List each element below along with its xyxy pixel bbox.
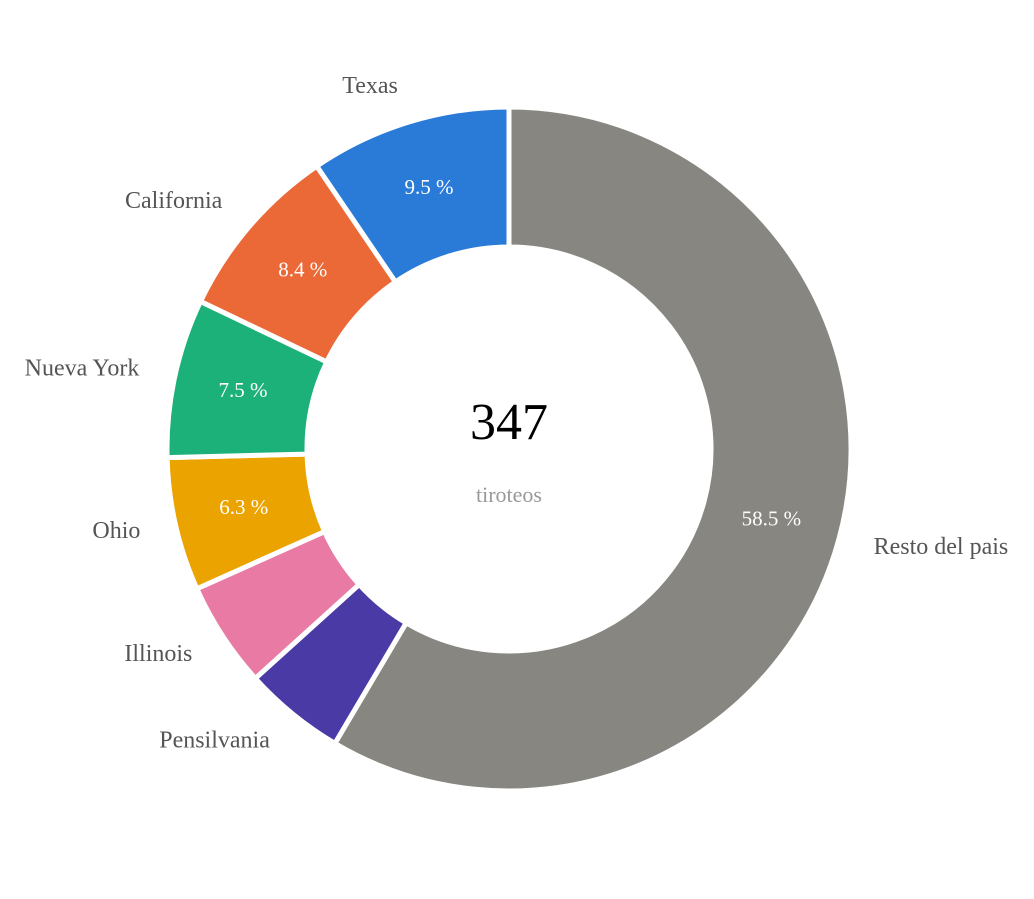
category-label: Ohio xyxy=(92,518,140,544)
value-label: 8.4 % xyxy=(278,258,327,282)
donut-slice xyxy=(331,104,854,794)
value-label: 7.5 % xyxy=(219,378,268,402)
category-label: Texas xyxy=(342,73,398,99)
center-label: tiroteos xyxy=(476,482,542,507)
donut-slice xyxy=(313,104,512,286)
value-label: 9.5 % xyxy=(405,175,454,199)
category-label: Nueva York xyxy=(25,356,140,382)
category-label: California xyxy=(125,188,223,214)
center-value: 347 xyxy=(470,394,548,451)
value-label: 6.3 % xyxy=(219,495,268,519)
category-label: Pensilvania xyxy=(159,727,270,753)
category-label: Illinois xyxy=(124,641,192,667)
category-label: Resto del pais xyxy=(874,534,1009,560)
value-label: 58.5 % xyxy=(742,507,802,531)
